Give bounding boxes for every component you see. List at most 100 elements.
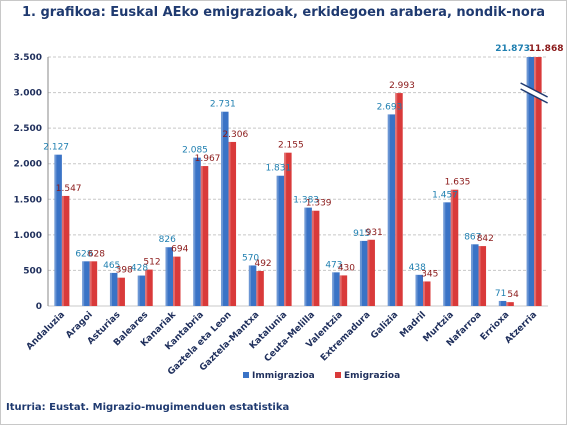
legend: Immigrazioa Emigrazioa: [243, 371, 400, 381]
bar-highlight: [506, 302, 509, 306]
data-label: 2.127: [43, 143, 69, 153]
data-label: 71: [495, 289, 506, 299]
bar-highlight: [200, 166, 203, 306]
data-label: 2.693: [377, 102, 403, 112]
data-label: 570: [242, 253, 259, 263]
bar-emigrazioa: [284, 152, 292, 306]
data-label: 11.868: [529, 44, 564, 54]
bar-highlight: [117, 277, 120, 306]
bar-emigrazioa: [256, 270, 264, 306]
bar-immigrazioa: [82, 261, 90, 306]
bar-highlight: [304, 207, 307, 306]
bar-immigrazioa: [498, 300, 507, 306]
bar-highlight: [443, 202, 446, 306]
bar-highlight: [145, 269, 148, 306]
axis-break-gap: [520, 83, 548, 103]
data-label: 465: [103, 261, 120, 271]
bar-emigrazioa: [61, 195, 70, 306]
bar-highlight: [367, 239, 370, 306]
bar-immigrazioa: [109, 272, 118, 306]
bar-emigrazioa: [117, 277, 125, 306]
data-label: 628: [88, 249, 105, 259]
bar-highlight: [332, 272, 335, 306]
bar-highlight: [228, 141, 231, 306]
bar-highlight: [415, 274, 418, 306]
grid-lines: [47, 56, 548, 307]
legend-label-emigrazioa: Emigrazioa: [344, 371, 400, 381]
data-label: 430: [338, 263, 355, 273]
data-label: 2.085: [182, 146, 208, 156]
y-tick-label: 3.000: [14, 89, 42, 99]
bar-immigrazioa: [387, 114, 396, 306]
data-label: 842: [477, 234, 494, 244]
bar-immigrazioa: [248, 265, 257, 306]
data-label: 628: [75, 249, 92, 259]
axis-break-line: [520, 88, 548, 104]
data-label: 915: [353, 229, 370, 239]
data-label: 428: [131, 264, 148, 274]
y-tick-label: 3.500: [14, 53, 42, 63]
data-label: 826: [159, 235, 176, 245]
bar-highlight: [534, 57, 537, 306]
bar-highlight: [54, 154, 57, 306]
bar-immigrazioa: [443, 202, 451, 306]
data-label: 867: [464, 232, 481, 242]
bar-highlight: [471, 244, 474, 306]
bar-emigrazioa: [423, 281, 431, 306]
data-label: 1.547: [56, 184, 82, 194]
bar-highlight: [193, 157, 196, 306]
x-axis-categories: AndaluziaAragoiAsturiasBalearesKanariakK…: [25, 309, 539, 377]
data-label: 54: [507, 290, 519, 300]
data-label: 2.306: [222, 130, 248, 140]
data-label: 492: [254, 259, 271, 269]
bar-highlight: [248, 265, 251, 306]
bar-highlight: [339, 275, 342, 306]
bar-highlight: [526, 57, 529, 306]
bars: [54, 57, 542, 306]
bar-emigrazioa: [367, 239, 375, 306]
y-axis-ticks: 0 500 1.000 1.500 2.000 2.500 3.000 3.500: [14, 53, 42, 312]
bar-highlight: [395, 93, 398, 306]
x-tick-label: Galizia: [369, 310, 400, 341]
x-tick-label: Ceuta-Melilla: [263, 310, 317, 364]
data-label: 2.155: [278, 141, 304, 151]
bar-emigrazioa: [395, 93, 403, 306]
data-label: 1.383: [293, 196, 319, 206]
bar-emigrazioa: [450, 189, 459, 306]
bar-highlight: [276, 175, 279, 306]
x-tick-label: Extremadura: [319, 310, 372, 363]
bar-highlight: [387, 114, 390, 306]
bar-highlight: [82, 261, 85, 306]
bar-immigrazioa: [193, 157, 201, 306]
y-tick-label: 1.500: [14, 195, 42, 205]
y-tick-label: 1.000: [14, 231, 42, 241]
y-tick-label: 2.500: [14, 124, 42, 134]
axis-break-line: [520, 82, 548, 98]
bar-immigrazioa: [276, 175, 285, 306]
bar-highlight: [478, 246, 481, 306]
bar-emigrazioa: [339, 275, 348, 306]
data-label: 473: [325, 260, 342, 270]
y-tick-label: 500: [23, 266, 42, 276]
bar-emigrazioa: [200, 166, 209, 306]
bar-highlight: [109, 272, 112, 306]
data-label: 1.457: [432, 190, 458, 200]
bar-emigrazioa: [145, 269, 153, 306]
bar-emigrazioa: [534, 57, 542, 306]
bar-immigrazioa: [526, 57, 535, 306]
data-label: 1.831: [265, 164, 291, 174]
bar-immigrazioa: [332, 272, 340, 306]
bar-emigrazioa: [478, 246, 487, 306]
data-label: 21.873: [495, 44, 530, 54]
bar-immigrazioa: [165, 247, 173, 306]
source-note: Iturria: Eustat. Migrazio-mugimenduen es…: [6, 402, 290, 413]
bar-emigrazioa: [89, 261, 98, 306]
data-label: 512: [143, 258, 160, 268]
y-tick-label: 2.000: [14, 160, 42, 170]
data-label: 1.635: [445, 178, 471, 188]
bar-highlight: [284, 152, 287, 306]
bar-highlight: [221, 111, 224, 306]
bar-immigrazioa: [359, 240, 368, 306]
bar-highlight: [61, 195, 64, 306]
